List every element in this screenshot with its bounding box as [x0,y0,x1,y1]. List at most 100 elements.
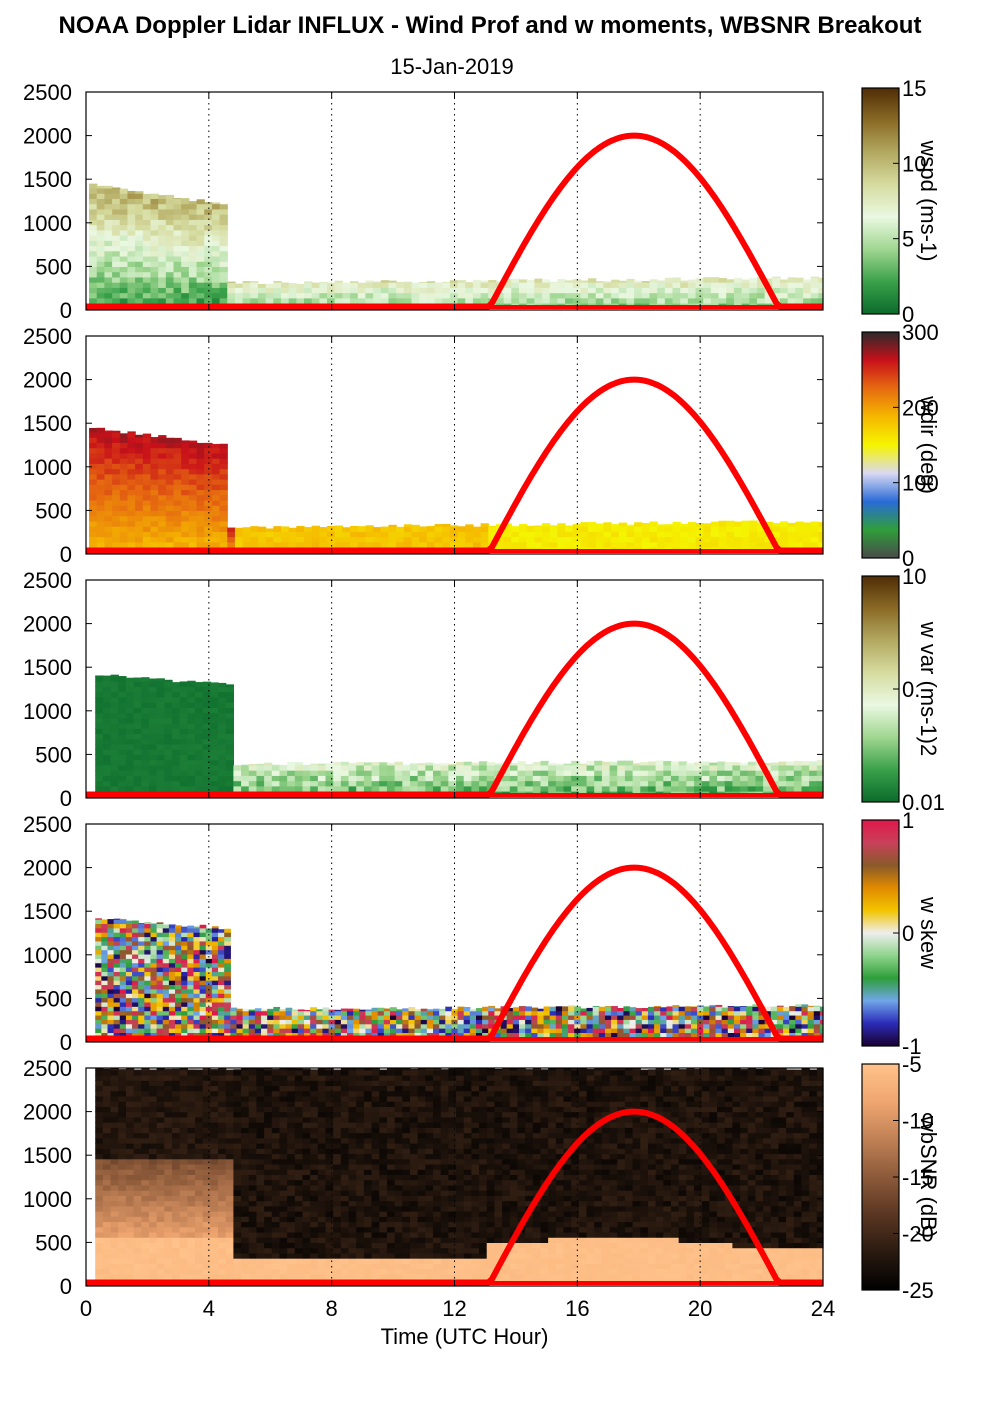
heatmap-cell [219,240,228,247]
heatmap-cell [726,520,735,522]
heatmap-cell [565,541,574,548]
heatmap-cell [138,958,145,964]
heatmap-cell [795,1032,803,1038]
heatmap-cell [465,526,474,532]
heatmap-cell [703,277,712,283]
heatmap-cell [609,764,618,771]
heatmap-cell [125,1263,135,1270]
heatmap-cell [195,764,204,771]
heatmap-cell [433,775,442,782]
heatmap-cell [603,282,612,288]
heatmap-cell [353,1019,360,1025]
heatmap-cell [414,1014,422,1020]
heatmap-cell [118,759,127,766]
heatmap-cell [187,728,196,735]
heatmap-cell [188,440,198,443]
heatmap-cell [144,1006,152,1012]
heatmap-cell [187,962,195,968]
heatmap-cell [635,1019,643,1025]
heatmap-cell [205,1019,213,1025]
heatmap-cell [164,1148,173,1155]
heatmap-cell [801,770,810,776]
heatmap-cell [225,1252,234,1259]
heatmap-cell [623,1019,631,1025]
heatmap-cell [727,1010,735,1016]
heatmap-cell [297,1014,305,1020]
heatmap-cell [102,1205,112,1212]
heatmap-cell [156,1195,165,1202]
heatmap-cell [482,1023,489,1029]
heatmap-cell [148,1211,158,1217]
heatmap-cell [310,1028,317,1034]
heatmap-cell [95,927,102,933]
heatmap-cell [219,473,228,480]
heatmap-cell [95,1080,104,1087]
heatmap-cell [125,1163,135,1170]
heatmap-cell [618,282,628,288]
heatmap-cell [273,1010,281,1016]
heatmap-cell [164,681,173,687]
heatmap-cell [135,531,144,538]
heatmap-cell [465,536,474,543]
heatmap-cell [202,1095,211,1102]
heatmap-cell [234,541,244,548]
heatmap-cell [257,541,267,548]
heatmap-cell [250,536,259,543]
heatmap-cell [257,287,267,294]
heatmap-cell [795,536,804,543]
heatmap-cell [138,953,145,959]
heatmap-cell [118,749,127,755]
heatmap-cell [119,188,129,194]
heatmap-cell [156,1153,165,1160]
heatmap-cell [439,1010,446,1016]
heatmap-cell [96,437,106,443]
heatmap-cell [162,975,170,981]
heatmap-cell [125,962,133,968]
heatmap-cell [89,255,98,262]
heatmap-cell [801,1019,809,1025]
heatmap-cell [196,240,205,247]
heatmap-cell [356,785,365,792]
heatmap-cell [408,1032,416,1038]
heatmap-cell [187,1137,196,1144]
heatmap-cell [133,717,142,724]
heatmap-cell [125,958,133,964]
heatmap-cell [187,1019,195,1025]
heatmap-cell [225,1205,234,1212]
heatmap-cell [165,499,175,506]
heatmap-cell [95,1006,102,1012]
heatmap-cell [119,489,129,496]
heatmap-cell [388,297,397,304]
heatmap-cell [171,1268,181,1275]
heatmap-cell [204,235,213,241]
heatmap-cell [580,1019,588,1025]
heatmap-cell [165,437,175,443]
heatmap-cell [156,922,164,925]
heatmap-cell [379,764,388,771]
heatmap-cell [317,763,327,766]
heatmap-cell [442,282,451,288]
heatmap-cell [807,1014,815,1020]
heatmap-cell [445,1014,453,1020]
heatmap-cell [647,1032,655,1038]
heatmap-cell [219,494,228,501]
heatmap-cell [434,282,443,288]
heatmap-cell [703,1028,710,1034]
heatmap-cell [148,1080,158,1087]
heatmap-cell [322,1019,330,1025]
heatmap-cell [818,282,824,288]
heatmap-cell [132,1001,139,1007]
heatmap-cell [210,1122,219,1128]
heatmap-cell [119,1006,127,1012]
heatmap-cell [479,770,488,776]
heatmap-cell [162,953,170,959]
heatmap-cell [193,936,201,942]
heatmap-cell [138,993,145,999]
heatmap-cell [611,282,620,288]
heatmap-cell [187,958,195,964]
heatmap-cell [164,1268,173,1275]
heatmap-cell [125,1211,135,1217]
heatmap-cell [604,1014,612,1020]
heatmap-cell [202,1200,211,1207]
heatmap-cell [495,536,505,543]
